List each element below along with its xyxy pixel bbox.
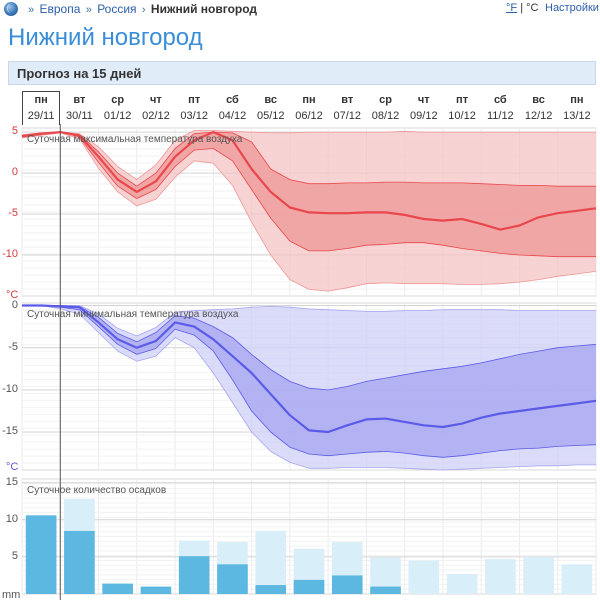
day-date: 07/12: [333, 110, 362, 122]
max-temp-chart-title: Суточная максимальная температура воздух…: [27, 134, 243, 145]
day-name: пт: [188, 94, 201, 106]
max-temp-outer-upper-line: [21, 130, 596, 180]
day-date: 09/12: [410, 110, 438, 122]
precip-range-bar: [408, 560, 440, 594]
day-name: чт: [417, 94, 430, 106]
max-temp-outer-lower-line: [21, 132, 597, 292]
min-temp-tick-label: -10: [2, 382, 18, 395]
day-name: вс: [264, 94, 278, 106]
day-name: пт: [456, 94, 469, 106]
precip-bar: [25, 515, 57, 594]
min-temp-inner-upper-line: [22, 305, 597, 391]
precip-unit-label: mm: [2, 589, 21, 601]
page-title: Нижний новгород: [8, 24, 203, 51]
min-temp-unit-label: °C: [6, 461, 19, 473]
precip-bar: [370, 586, 401, 594]
breadcrumb-separator-icon: »: [85, 4, 92, 16]
max-temp-inner-upper-line: [21, 131, 596, 187]
precip-chart-title: Суточное количество осадков: [27, 485, 167, 496]
precip-tick-label: 10: [5, 512, 18, 525]
day-name: пн: [302, 94, 316, 106]
unit-switcher: °F | °C: [506, 2, 538, 14]
min-temp-tick-label: 0: [11, 298, 18, 311]
breadcrumb-separator-icon: ›: [141, 4, 146, 16]
precip-range-bar: [446, 573, 478, 594]
top-bar: » Европа » Россия › Нижний новгород °F |…: [0, 0, 600, 20]
min-temp-median-line: [22, 304, 597, 434]
celsius-current: °C: [526, 2, 539, 14]
day-date: 12/12: [524, 110, 553, 122]
precip-tick-label: 5: [11, 549, 18, 562]
fahrenheit-link[interactable]: °F: [506, 2, 518, 14]
max-temp-tick-label: -5: [8, 207, 18, 220]
day-date: 03/12: [180, 110, 208, 122]
today-highlight: [22, 91, 60, 125]
precip-bar: [293, 579, 325, 594]
day-date: 02/12: [142, 110, 170, 122]
precip-range-bar: [523, 556, 554, 594]
max-temp-median-line: [21, 131, 597, 231]
precip-range-bar: [485, 559, 516, 594]
day-name: пн: [34, 94, 48, 106]
precip-tick-label: 15: [5, 475, 18, 488]
day-date: 11/12: [486, 110, 514, 122]
precip-range-bar: [561, 564, 593, 594]
day-name: сб: [493, 94, 507, 106]
min-temp-inner-band: [22, 305, 596, 458]
precip-bar: [140, 586, 172, 594]
precip-bar: [217, 564, 248, 594]
breadcrumb-europe-link[interactable]: Европа: [39, 2, 81, 16]
min-temp-tick-label: -15: [2, 425, 18, 438]
min-temp-chart-title: Суточная минимальная температура воздуха: [27, 309, 239, 320]
precip-bar: [331, 575, 363, 594]
day-date: 05/12: [256, 110, 285, 122]
breadcrumb-russia-link[interactable]: Россия: [97, 2, 137, 16]
day-date: 29/11: [27, 110, 55, 122]
max-temp-tick-label: 5: [11, 125, 18, 138]
unit-separator: |: [520, 2, 524, 14]
max-temp-unit-label: °C: [6, 289, 19, 301]
min-temp-tick-label: -5: [8, 340, 18, 353]
day-date: 04/12: [218, 110, 247, 122]
max-temp-tick-label: -10: [2, 248, 18, 261]
day-name: ср: [379, 94, 392, 106]
breadcrumb-current-city: Нижний новгород: [150, 2, 258, 16]
section-title: Прогноз на 15 дней: [17, 66, 142, 81]
precip-bar: [64, 530, 95, 594]
settings-link[interactable]: Настройки: [545, 2, 599, 14]
day-name: пн: [570, 94, 584, 106]
day-name: вс: [532, 94, 545, 106]
precip-bar: [102, 583, 133, 594]
precip-range-bar: [255, 530, 287, 594]
day-name: ср: [111, 94, 125, 106]
precip-bar: [178, 556, 210, 594]
day-date: 13/12: [563, 110, 591, 122]
globe-icon: [4, 2, 18, 16]
breadcrumb-separator-icon: »: [28, 4, 35, 16]
min-temp-outer-upper-line: [22, 305, 596, 337]
day-date: 01/12: [103, 110, 132, 122]
min-temp-outer-lower-line: [22, 305, 596, 471]
max-temp-inner-band: [22, 132, 596, 257]
day-name: чт: [150, 94, 162, 106]
day-name: вт: [73, 94, 86, 106]
breadcrumb: » Европа » Россия › Нижний новгород: [26, 2, 257, 16]
precip-bar: [255, 585, 287, 594]
day-date: 10/12: [448, 110, 476, 122]
day-name: сб: [226, 94, 239, 106]
day-date: 30/11: [66, 110, 93, 122]
max-temp-inner-lower-line: [21, 131, 596, 258]
day-name: вт: [341, 94, 354, 106]
day-date: 06/12: [295, 110, 323, 122]
max-temp-tick-label: 0: [11, 166, 18, 179]
day-date: 08/12: [371, 110, 400, 122]
min-temp-inner-lower-line: [22, 305, 597, 458]
forecast-section-header: Прогноз на 15 дней: [8, 61, 596, 85]
